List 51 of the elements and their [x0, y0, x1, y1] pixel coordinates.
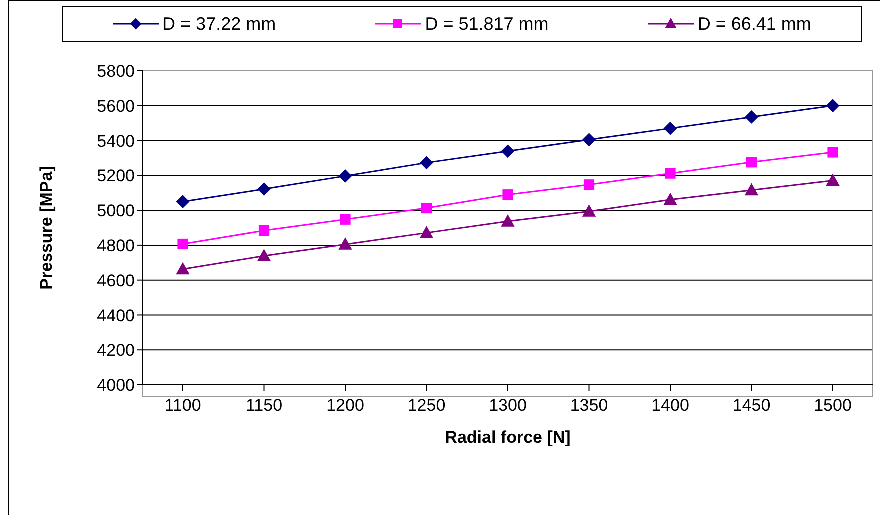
- point: [664, 122, 677, 136]
- point: [420, 156, 434, 170]
- point: [826, 174, 840, 186]
- point: [745, 184, 758, 196]
- point: [340, 214, 351, 225]
- y-tick-label: 5200: [97, 166, 135, 186]
- y-tick-label: 4200: [97, 341, 135, 360]
- point: [502, 144, 514, 158]
- point: [176, 195, 190, 208]
- legend-label: D = 51.817 mm: [425, 14, 549, 34]
- point: [502, 215, 514, 227]
- y-tick-label: 5600: [97, 96, 135, 116]
- point: [258, 225, 270, 236]
- point: [258, 250, 271, 262]
- x-tick-label: 1150: [246, 396, 283, 416]
- point: [582, 205, 596, 217]
- x-axis-title: Radial force [N]: [445, 428, 571, 447]
- y-tick-label: 4600: [97, 271, 135, 290]
- x-tick-label: 1100: [164, 396, 202, 416]
- x-tick-label: 1250: [408, 396, 446, 416]
- point: [178, 238, 188, 250]
- point: [502, 190, 514, 200]
- point: [664, 193, 677, 206]
- point: [665, 168, 676, 179]
- y-tick-label: 5000: [97, 202, 135, 221]
- x-tick-label: 1400: [652, 396, 690, 416]
- point: [258, 182, 271, 196]
- y-tick-label: 4000: [97, 376, 135, 396]
- point: [745, 110, 758, 124]
- point: [828, 147, 838, 158]
- x-tick-label: 1200: [326, 396, 364, 416]
- x-tick-label: 1450: [732, 396, 771, 416]
- x-tick-label: 1300: [489, 396, 527, 416]
- legend-label: D = 37.22 mm: [162, 14, 276, 34]
- point: [582, 133, 596, 146]
- y-tick-label: 4800: [97, 236, 135, 256]
- point: [826, 99, 840, 112]
- y-tick-label: 5400: [97, 132, 135, 151]
- x-tick-label: 1350: [570, 396, 608, 416]
- y-tick-label: 5800: [97, 62, 135, 82]
- y-tick-label: 4400: [97, 306, 135, 326]
- point: [176, 262, 190, 275]
- point: [584, 180, 595, 190]
- point: [746, 157, 758, 168]
- point: [420, 226, 434, 238]
- x-tick-label: 1500: [814, 396, 852, 416]
- y-axis-title: Pressure [MPa]: [37, 166, 56, 290]
- legend-label: D = 66.41 mm: [698, 14, 812, 34]
- point: [421, 202, 432, 214]
- point: [339, 238, 352, 250]
- point: [339, 170, 352, 183]
